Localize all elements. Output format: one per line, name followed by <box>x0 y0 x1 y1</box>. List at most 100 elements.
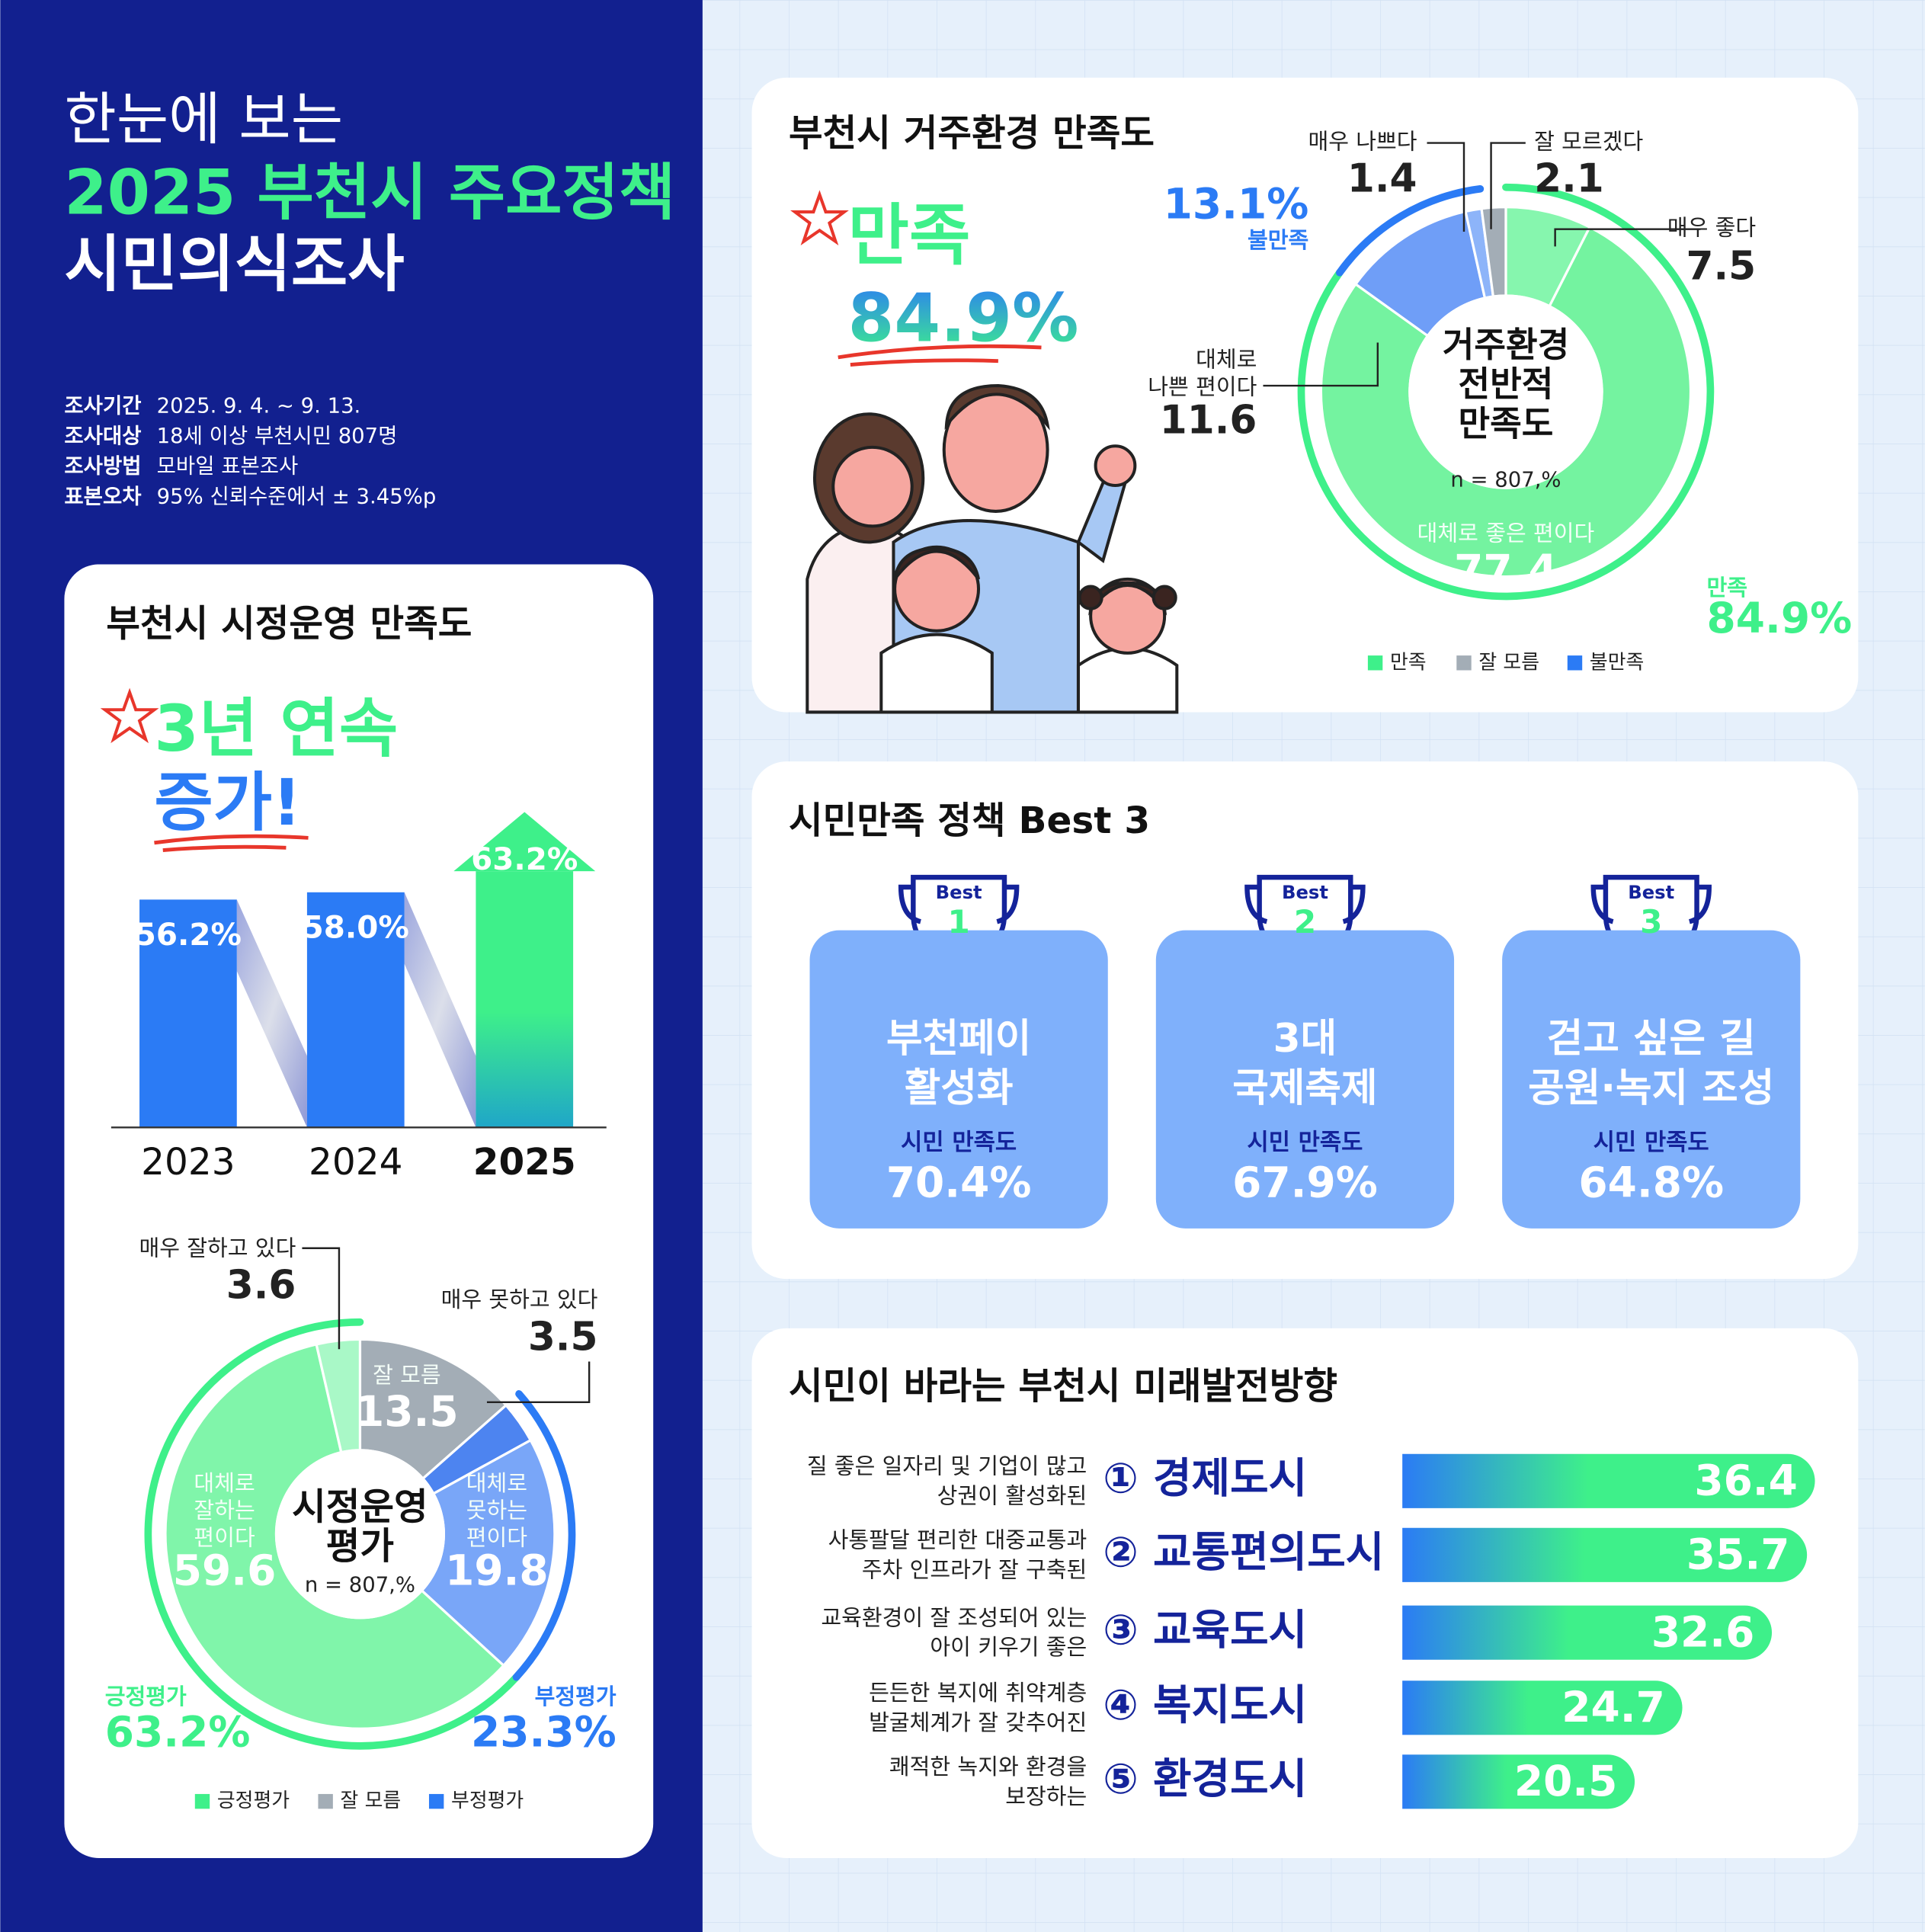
policy-label: 시민 만족도 <box>1247 1129 1363 1156</box>
best-badge: Best <box>1628 881 1674 903</box>
bar <box>1402 1754 1635 1809</box>
slice-label: 잘 모름 <box>373 1362 441 1388</box>
legend-swatch <box>1367 655 1383 671</box>
survey-label: 조사기간 <box>64 394 141 418</box>
policy-name: 걷고 싶은 길 공원·녹지 조성 <box>1528 1016 1774 1111</box>
leader-line <box>486 1361 591 1404</box>
direction-description: 든든한 복지에 취약계층 발굴체계가 잘 갖추어진 <box>869 1680 1087 1735</box>
best-badge: Best <box>936 881 982 903</box>
policy-value: 64.8% <box>1578 1158 1724 1206</box>
group-arc <box>144 1318 520 1750</box>
value-label: 36.4 <box>1694 1456 1798 1505</box>
legend-swatch <box>1456 655 1472 671</box>
legend-swatch <box>1567 655 1583 671</box>
group-name: 부정평가 <box>535 1684 617 1709</box>
legend-label: 부정평가 <box>451 1789 524 1812</box>
slice-label: 대체로 나쁜 편이다 <box>1148 347 1257 400</box>
star <box>790 190 849 245</box>
legend-swatch <box>194 1793 210 1809</box>
legend-label: 긍정평가 <box>217 1789 290 1812</box>
x-tick-label: 2024 <box>309 1141 402 1184</box>
group-arc <box>1336 185 1485 277</box>
slice-value: 59.6 <box>173 1546 277 1595</box>
group-value: 63.2% <box>105 1707 251 1756</box>
survey-text: 모바일 표본조사 <box>157 454 299 479</box>
bar <box>139 899 237 1128</box>
policy-card <box>1502 930 1801 1229</box>
value-label: 24.7 <box>1561 1683 1665 1732</box>
family-illustration <box>806 384 1179 714</box>
donut-hole <box>1408 294 1603 489</box>
section-title: 시민만족 정책 Best 3 <box>789 799 1150 842</box>
legend-label: 만족 <box>1390 651 1427 674</box>
group-arc <box>1297 183 1715 601</box>
direction-name: ⑤ 환경도시 <box>1103 1754 1307 1803</box>
sample-note: n = 807,% <box>1450 468 1561 492</box>
group-value: 13.1% <box>1164 180 1309 229</box>
value-label: 63.2% <box>471 841 578 877</box>
survey-label: 조사대상 <box>64 424 141 448</box>
legend-swatch <box>318 1793 333 1809</box>
title: 2025 부천시 주요정책 <box>64 158 675 229</box>
survey-text: 95% 신뢰수준에서 ± 3.45%p <box>157 484 437 508</box>
best-rank: 2 <box>1294 903 1316 940</box>
policy-card <box>1155 930 1455 1229</box>
group-name: 불만족 <box>1248 227 1308 253</box>
best-rank: 1 <box>948 903 970 940</box>
slice-label: 매우 못하고 있다 <box>441 1286 598 1312</box>
survey-text: 18세 이상 부천시민 807명 <box>157 424 398 448</box>
x-tick-label: 2025 <box>473 1141 576 1184</box>
underline <box>154 834 309 852</box>
legend-label: 잘 모름 <box>341 1789 402 1812</box>
slice-label: 대체로 못하는 편이다 <box>466 1470 527 1550</box>
value-label: 32.6 <box>1651 1607 1755 1656</box>
legend-label: 불만족 <box>1590 651 1644 674</box>
title: 시민의식조사 <box>64 229 404 300</box>
leader-line <box>1263 342 1379 387</box>
best-badge: Best <box>1282 881 1328 903</box>
slice-label: 대체로 좋은 편이다 <box>1417 521 1595 546</box>
direction-description: 질 좋은 일자리 및 기업이 많고 상권이 활성화된 <box>807 1453 1087 1509</box>
direction-name: ① 경제도시 <box>1103 1453 1307 1502</box>
policy-value: 67.9% <box>1232 1158 1378 1206</box>
slice-value: 3.5 <box>528 1314 598 1360</box>
connector <box>236 899 307 1128</box>
headline: 84.9% <box>848 279 1079 357</box>
survey-text: 2025. 9. 4. ~ 9. 13. <box>157 394 361 418</box>
slice-value: 19.8 <box>445 1546 549 1595</box>
chart-title: 시민이 바라는 부천시 미래발전방향 <box>789 1365 1337 1408</box>
group-arc <box>512 1390 576 1681</box>
legend-label: 잘 모름 <box>1478 651 1539 674</box>
bar <box>306 892 405 1128</box>
bar <box>1402 1453 1815 1508</box>
leader-line <box>302 1247 341 1350</box>
slice-value: 13.5 <box>355 1387 459 1436</box>
leader-line <box>1554 228 1701 247</box>
bar <box>1402 1605 1773 1660</box>
group-name: 만족 <box>1706 575 1747 601</box>
group-value: 23.3% <box>471 1707 617 1756</box>
slice-value: 3.6 <box>226 1262 296 1308</box>
leader-line <box>1490 142 1526 229</box>
slice-value: 77.4 <box>1454 546 1558 594</box>
slice-label: 매우 잘하고 있다 <box>139 1235 296 1261</box>
headline: 3년 연속 <box>154 691 398 766</box>
chart-title: 부천시 거주환경 만족도 <box>789 112 1155 155</box>
center-label: 시정운영 평가 <box>292 1485 428 1568</box>
policy-label: 시민 만족도 <box>901 1129 1017 1156</box>
slice-value: 2.1 <box>1534 156 1604 202</box>
survey-label: 조사방법 <box>64 454 141 479</box>
x-tick-label: 2023 <box>141 1141 235 1184</box>
direction-name: ③ 교육도시 <box>1103 1605 1307 1654</box>
slice-label: 매우 좋다 <box>1667 215 1756 241</box>
policy-name: 3대 국제축제 <box>1232 1016 1377 1111</box>
slice-value: 7.5 <box>1686 243 1757 289</box>
legend-swatch <box>428 1793 444 1809</box>
best-rank: 3 <box>1640 903 1662 940</box>
policy-value: 70.4% <box>886 1158 1032 1206</box>
donut-hole <box>274 1449 445 1620</box>
value-label: 58.0% <box>303 908 409 945</box>
direction-description: 쾌적한 녹지와 환경을 보장하는 <box>889 1754 1087 1809</box>
